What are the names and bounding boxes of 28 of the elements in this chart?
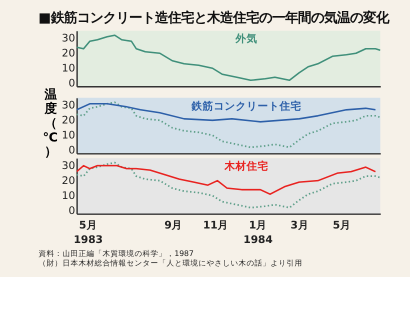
y-tick-label: 0 [68,78,76,90]
x-tick-label: 5月 [332,220,352,232]
y-tick-label: 30 [62,160,76,172]
line-series [76,101,380,148]
y-tick-label: 10 [62,190,76,202]
y-tick-label: 20 [62,175,76,188]
y-tick-label: 30 [62,100,76,112]
x-tick-label: 3月 [290,220,309,232]
text: （財）日本木材総合情報センター「人と環境にやさしい木の話」より引用 [38,258,302,268]
text: 資料：山田正編「木質環境の科学」，1987 [38,248,194,258]
y-tick-label: 0 [68,205,76,218]
series-label: 鉄筋コンクリート住宅 [190,99,302,112]
y-tick-label: 10 [62,62,76,75]
x-tick-label: 11月 [202,220,229,232]
x-tick-label: 9月 [164,220,183,232]
x-tick-label: 5月 1983 [74,220,103,246]
series-label: 木材住宅 [224,160,269,173]
line-series [76,162,380,209]
y-tick-label: 20 [62,48,76,60]
y-tick-label: 10 [62,130,76,142]
y-axis-title: 温度（℃） [42,86,58,159]
y-tick-label: 0 [68,144,76,157]
y-tick-label: 20 [62,114,76,127]
y-tick-label: 30 [62,32,76,45]
x-tick-label: 1月 1984 [243,220,273,246]
text: 外気 [234,32,258,46]
line-series [76,34,380,82]
chart-title: ■鉄筋コンクリート造住宅と木造住宅の一年間の気温の変化 [38,10,390,26]
